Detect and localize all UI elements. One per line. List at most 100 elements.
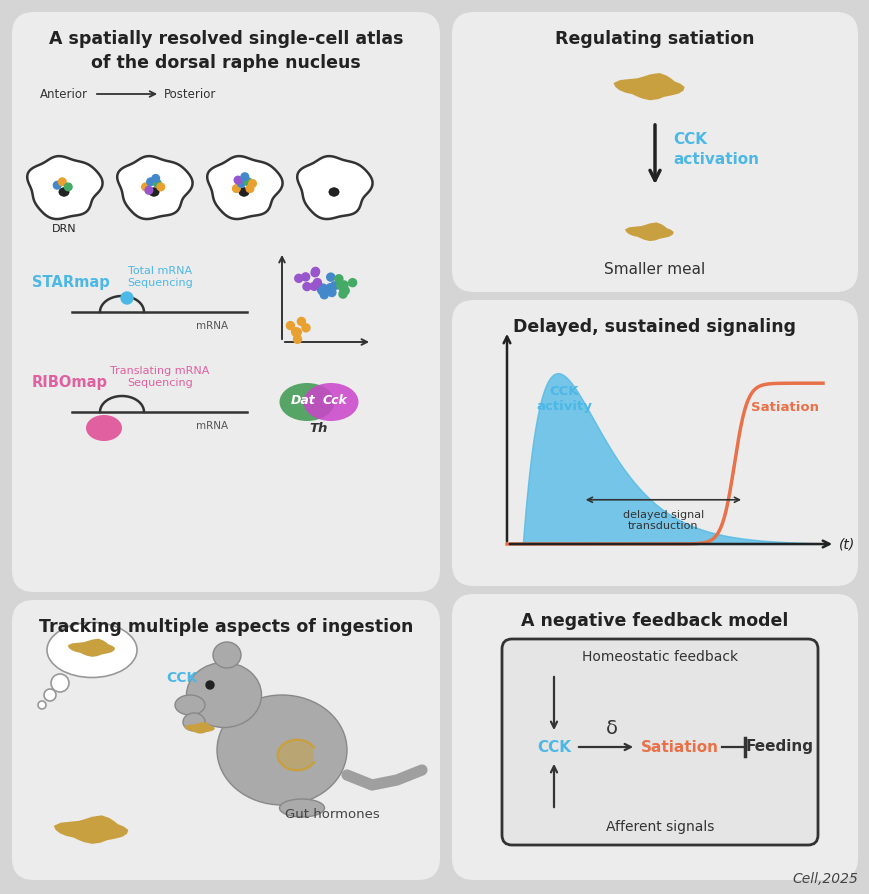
Ellipse shape [86, 415, 122, 441]
Circle shape [293, 328, 301, 336]
FancyBboxPatch shape [452, 12, 857, 292]
Text: Dat: Dat [290, 393, 315, 407]
Text: Tracking multiple aspects of ingestion: Tracking multiple aspects of ingestion [39, 618, 413, 636]
Polygon shape [68, 638, 115, 657]
Circle shape [38, 701, 46, 709]
Ellipse shape [149, 188, 159, 197]
Circle shape [154, 180, 161, 188]
Text: Anterior: Anterior [40, 88, 88, 100]
Text: Th: Th [309, 421, 328, 434]
Text: Satiation: Satiation [750, 401, 818, 414]
Circle shape [44, 689, 56, 701]
Circle shape [64, 183, 72, 190]
Circle shape [286, 322, 294, 330]
Circle shape [293, 328, 301, 336]
Text: δ: δ [606, 720, 617, 738]
Circle shape [156, 183, 164, 190]
Text: DRN: DRN [51, 224, 76, 234]
Circle shape [335, 274, 342, 283]
Text: STARmap: STARmap [32, 274, 109, 290]
Circle shape [313, 279, 321, 287]
Circle shape [326, 283, 334, 291]
Circle shape [317, 287, 326, 294]
Circle shape [152, 174, 159, 182]
Circle shape [316, 284, 325, 292]
Polygon shape [624, 223, 673, 241]
Circle shape [320, 291, 328, 299]
Circle shape [244, 178, 252, 186]
Ellipse shape [279, 383, 334, 421]
Text: Feeding: Feeding [745, 739, 813, 755]
Text: mRNA: mRNA [196, 321, 228, 331]
Ellipse shape [47, 622, 136, 678]
Ellipse shape [213, 642, 241, 668]
Text: A negative feedback model: A negative feedback model [521, 612, 788, 630]
Ellipse shape [59, 188, 69, 197]
Circle shape [330, 282, 338, 290]
Circle shape [310, 283, 318, 291]
FancyBboxPatch shape [452, 594, 857, 880]
Text: Smaller meal: Smaller meal [604, 263, 705, 277]
Text: Posterior: Posterior [164, 88, 216, 100]
Polygon shape [27, 156, 103, 219]
Circle shape [340, 281, 348, 289]
Circle shape [232, 185, 240, 192]
Text: Cck: Cck [322, 393, 347, 407]
Text: Cell,2025: Cell,2025 [791, 872, 857, 886]
Text: A spatially resolved single-cell atlas
of the dorsal raphe nucleus: A spatially resolved single-cell atlas o… [49, 30, 403, 72]
FancyBboxPatch shape [12, 600, 440, 880]
Polygon shape [207, 156, 282, 219]
Circle shape [145, 187, 153, 194]
Circle shape [53, 181, 61, 189]
Text: delayed signal
transduction: delayed signal transduction [622, 510, 703, 531]
Text: CCK
activity: CCK activity [535, 385, 591, 413]
FancyBboxPatch shape [452, 300, 857, 586]
Polygon shape [297, 156, 372, 219]
Circle shape [241, 173, 249, 181]
Circle shape [147, 178, 155, 186]
Circle shape [297, 317, 305, 325]
Circle shape [292, 329, 301, 337]
Circle shape [58, 178, 66, 186]
Ellipse shape [328, 188, 339, 197]
Text: CCK: CCK [536, 739, 570, 755]
Ellipse shape [182, 713, 205, 731]
Ellipse shape [216, 695, 347, 805]
Circle shape [327, 274, 335, 281]
Circle shape [51, 674, 69, 692]
Text: Afferent signals: Afferent signals [605, 820, 713, 834]
Text: CCK: CCK [673, 132, 706, 148]
Text: Translating mRNA
Sequencing: Translating mRNA Sequencing [110, 366, 209, 388]
Text: Regulating satiation: Regulating satiation [554, 30, 754, 48]
Circle shape [291, 328, 299, 336]
Text: Total mRNA
Sequencing: Total mRNA Sequencing [127, 266, 193, 288]
Ellipse shape [280, 742, 314, 768]
Ellipse shape [175, 695, 205, 715]
Text: Delayed, sustained signaling: Delayed, sustained signaling [513, 318, 796, 336]
Circle shape [302, 273, 309, 281]
Polygon shape [184, 722, 215, 734]
Ellipse shape [303, 383, 358, 421]
Circle shape [311, 269, 319, 277]
Circle shape [293, 335, 302, 343]
Text: CCK: CCK [166, 671, 197, 685]
Polygon shape [54, 815, 128, 844]
Circle shape [246, 185, 254, 192]
Circle shape [341, 287, 348, 295]
Circle shape [336, 281, 344, 289]
Circle shape [338, 283, 346, 291]
Text: RIBOmap: RIBOmap [32, 375, 108, 390]
Text: Satiation: Satiation [640, 739, 718, 755]
Ellipse shape [279, 799, 324, 817]
Circle shape [302, 324, 309, 332]
Ellipse shape [186, 662, 262, 728]
Circle shape [142, 183, 149, 190]
Circle shape [234, 176, 242, 184]
Circle shape [339, 290, 347, 298]
Circle shape [302, 283, 310, 291]
Text: (t): (t) [838, 537, 854, 551]
Circle shape [121, 292, 133, 304]
Polygon shape [613, 73, 684, 100]
Circle shape [249, 180, 256, 188]
Text: Homeostatic feedback: Homeostatic feedback [581, 650, 737, 664]
